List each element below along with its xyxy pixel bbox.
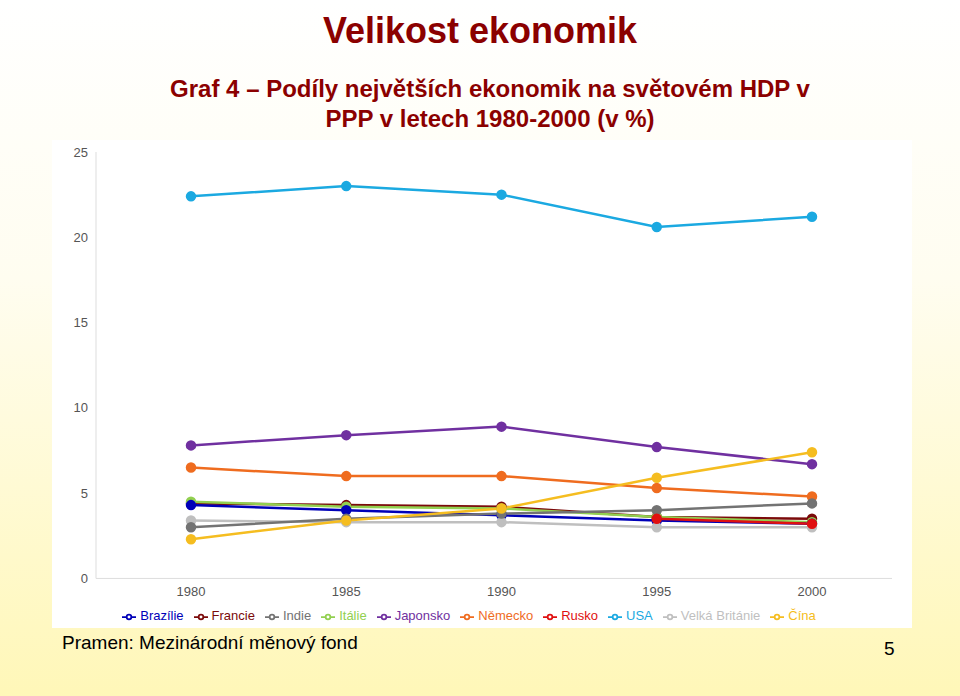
svg-text:5: 5 bbox=[81, 486, 88, 501]
html-text:Rusko: Rusko bbox=[561, 608, 599, 624]
html-text:Brazílie: Brazílie bbox=[140, 608, 184, 624]
html-text:Čína: Čína bbox=[788, 608, 816, 624]
svg-text:1995: 1995 bbox=[642, 584, 671, 599]
html-text:Pramen: Mezinárodní měnový fon: Pramen: Mezinárodní měnový fond bbox=[62, 632, 358, 653]
html-text:Velikost ekonomik: Velikost ekonomik bbox=[322, 10, 638, 51]
html-text:Itálie: Itálie bbox=[339, 608, 367, 624]
html-text:USA: USA bbox=[626, 608, 653, 624]
html-text:Německo: Německo bbox=[478, 608, 534, 624]
svg-text:1985: 1985 bbox=[332, 584, 361, 599]
html-text:Japonsko: Japonsko bbox=[394, 608, 451, 624]
html-text:Francie: Francie bbox=[211, 608, 255, 624]
html-text:Indie: Indie bbox=[283, 608, 312, 624]
svg-text:20: 20 bbox=[74, 230, 88, 245]
svg-text:1990: 1990 bbox=[487, 584, 516, 599]
svg-text:1980: 1980 bbox=[177, 584, 206, 599]
svg-text:25: 25 bbox=[74, 145, 88, 160]
html-text:Graf 4 – Podíly největších eko: Graf 4 – Podíly největších ekonomik na s… bbox=[170, 75, 810, 132]
svg-text:15: 15 bbox=[74, 315, 88, 330]
html-text:5: 5 bbox=[884, 638, 895, 659]
svg-text:0: 0 bbox=[81, 571, 88, 586]
svg-text:10: 10 bbox=[74, 400, 88, 415]
html-text:Velká Británie: Velká Británie bbox=[680, 608, 761, 624]
svg-text:2000: 2000 bbox=[798, 584, 827, 599]
